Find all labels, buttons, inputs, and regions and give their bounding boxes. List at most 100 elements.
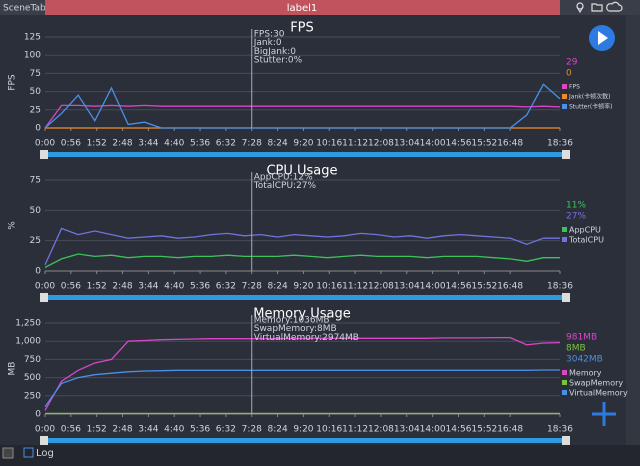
x-tick-label: 13:04 [394, 139, 420, 149]
range-slider [45, 152, 570, 157]
x-tick-label: 5:36 [190, 139, 210, 149]
current-value: 3042MB [566, 355, 603, 365]
x-tick-label: 15:52 [471, 139, 497, 149]
slider-handle[interactable] [40, 150, 48, 159]
slider-handle[interactable] [562, 150, 570, 159]
y-axis-label: % [8, 221, 18, 230]
chart-title: CPU Usage [266, 164, 337, 179]
y-tick-label: 500 [24, 373, 41, 383]
y-axis-label: MB [8, 362, 18, 376]
x-tick-label: 7:28 [242, 139, 262, 149]
label: label1 [287, 3, 318, 14]
y-tick-label: 0 [35, 124, 41, 134]
x-tick-label: 2:48 [112, 282, 132, 292]
y-tick-label: 250 [24, 391, 41, 401]
x-tick-label: 0:56 [61, 425, 81, 435]
x-tick-label: 7:28 [242, 425, 262, 435]
x-tick-label: 9:20 [293, 425, 313, 435]
x-tick-label: 18:36 [547, 139, 573, 149]
legend-swatch [562, 84, 567, 89]
current-value: 27% [566, 212, 586, 222]
y-tick-label: 0 [35, 267, 41, 277]
x-tick-label: 6:32 [216, 139, 236, 149]
y-tick-label: 75 [30, 69, 41, 79]
y-tick-label: 0 [35, 410, 41, 420]
x-tick-label: 15:52 [471, 425, 497, 435]
x-tick-label: 6:32 [216, 282, 236, 292]
slider-handle[interactable] [562, 436, 570, 445]
add-button[interactable] [592, 402, 616, 426]
range-slider [45, 438, 570, 443]
legend-label: Memory [569, 369, 602, 378]
x-tick-label: 16:48 [497, 425, 523, 435]
bottom-bar [0, 445, 640, 466]
x-tick-label: 12:08 [368, 282, 394, 292]
x-tick-label: 13:04 [394, 282, 420, 292]
x-tick-label: 14:00 [420, 282, 446, 292]
x-tick-label: 18:36 [547, 425, 573, 435]
x-tick-label: 2:48 [112, 425, 132, 435]
x-tick-label: 0:56 [61, 282, 81, 292]
legend-label: SwapMemory [569, 379, 623, 388]
toolbar-icons[interactable] [576, 1, 623, 14]
x-tick-label: 12:08 [368, 139, 394, 149]
cursor-text: VirtualMemory:2974MB [254, 333, 359, 343]
y-tick-label: 100 [24, 51, 41, 61]
x-tick-label: 14:00 [420, 425, 446, 435]
slider-handle[interactable] [562, 293, 570, 302]
slider-handle[interactable] [40, 293, 48, 302]
x-tick-label: 13:04 [394, 425, 420, 435]
x-tick-label: 9:20 [293, 139, 313, 149]
range-slider [45, 295, 570, 300]
current-value: 0 [566, 69, 572, 79]
series-line [44, 336, 561, 411]
cursor-text: SwapMemory:8MB [254, 324, 337, 334]
x-tick-label: 5:36 [190, 282, 210, 292]
slider-handle[interactable] [40, 436, 48, 445]
x-tick-label: 0:00 [35, 282, 55, 292]
legend-swatch [562, 370, 567, 375]
legend-label: VirtualMemory [569, 389, 628, 398]
x-tick-label: 5:36 [190, 425, 210, 435]
tab[interactable]: SceneTab [3, 4, 46, 14]
cursor-text: FPS:30 [254, 30, 285, 40]
play-icon [598, 31, 608, 45]
chart-title: Memory Usage [253, 307, 351, 322]
x-tick-label: 14:00 [420, 139, 446, 149]
current-value: 29 [566, 58, 578, 68]
cursor-text: BigJank:0 [254, 47, 297, 57]
current-value: 8MB [566, 344, 586, 354]
x-tick-label: 8:24 [267, 425, 287, 435]
x-tick-label: 9:20 [293, 282, 313, 292]
dropdown[interactable] [2, 447, 14, 459]
x-tick-label: 16:48 [497, 139, 523, 149]
cursor-text: Memory:1036MB [254, 316, 330, 326]
x-tick-label: 14:56 [446, 282, 472, 292]
y-tick-label: 75 [30, 176, 41, 186]
y-tick-label: 125 [24, 33, 41, 43]
scrollbar[interactable] [626, 15, 640, 445]
x-tick-label: 10:16 [316, 425, 342, 435]
log-checkbox[interactable] [23, 447, 34, 458]
y-tick-label: 50 [30, 206, 42, 216]
x-tick-label: 3:44 [138, 425, 158, 435]
current-value: 11% [566, 201, 586, 211]
cursor-text: TotalCPU:27% [253, 181, 317, 191]
legend-swatch [562, 227, 567, 232]
legend-label: TotalCPU [568, 236, 604, 245]
x-tick-label: 14:56 [446, 139, 472, 149]
y-tick-label: 25 [30, 105, 41, 115]
series-line [44, 227, 560, 266]
x-tick-label: 15:52 [471, 282, 497, 292]
y-tick-label: 50 [30, 87, 42, 97]
label-bar [45, 0, 560, 15]
y-axis-label: FPS [8, 74, 18, 91]
chart-title: FPS [290, 21, 314, 36]
series-line [44, 83, 561, 129]
x-tick-label: 3:44 [138, 139, 158, 149]
y-tick-label: 25 [30, 236, 41, 246]
x-tick-label: 2:48 [112, 139, 132, 149]
x-tick-label: 0:00 [35, 425, 55, 435]
series-line [44, 253, 560, 268]
